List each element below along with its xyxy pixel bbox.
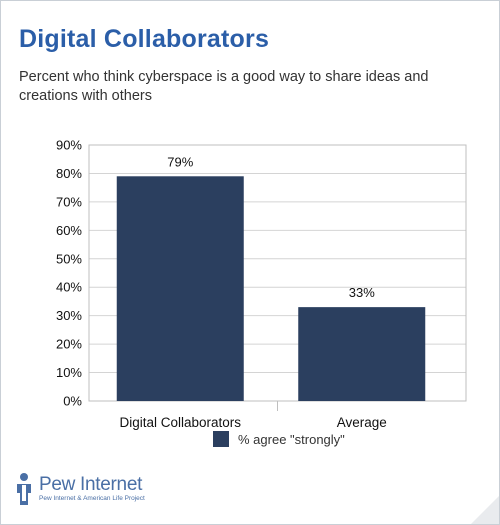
y-tick-label: 10% — [56, 365, 82, 380]
bar — [116, 176, 244, 401]
legend: % agree "strongly" — [213, 431, 345, 447]
data-label: 79% — [167, 154, 193, 169]
y-tick-label: 90% — [56, 138, 82, 153]
y-tick-label: 80% — [56, 166, 82, 181]
bar-chart: 0% 10% 20% 30% 40% 50% 60% 70% 80% 90% 79% 33% Dig… — [56, 138, 467, 447]
page-title: Digital Collaborators — [19, 25, 270, 53]
y-tick-label: 70% — [56, 194, 82, 209]
pew-internet-logo: Pew Internet Pew Internet & American Lif… — [13, 470, 213, 510]
pew-person-icon — [17, 473, 31, 505]
y-tick-label: 60% — [56, 223, 82, 238]
legend-swatch — [213, 431, 229, 447]
legend-label: % agree "strongly" — [238, 432, 345, 447]
x-category-label: Digital Collaborators — [119, 415, 241, 430]
bars — [116, 176, 426, 401]
logo-tagline: Pew Internet & American Life Project — [39, 495, 145, 502]
y-tick-label: 30% — [56, 308, 82, 323]
bar — [298, 307, 426, 401]
data-label: 33% — [349, 285, 375, 300]
x-axis-labels: Digital Collaborators Average — [119, 401, 387, 430]
logo-wordmark: Pew Internet — [39, 474, 143, 495]
chart-subtitle: Percent who think cyberspace is a good w… — [19, 69, 429, 104]
y-tick-label: 20% — [56, 337, 82, 352]
y-tick-label: 50% — [56, 251, 82, 266]
data-labels: 79% 33% — [167, 154, 375, 300]
y-axis-ticks: 0% 10% 20% 30% 40% 50% 60% 70% 80% 90% — [56, 138, 82, 409]
x-category-label: Average — [337, 415, 387, 430]
y-tick-label: 0% — [63, 394, 82, 409]
y-tick-label: 40% — [56, 280, 82, 295]
